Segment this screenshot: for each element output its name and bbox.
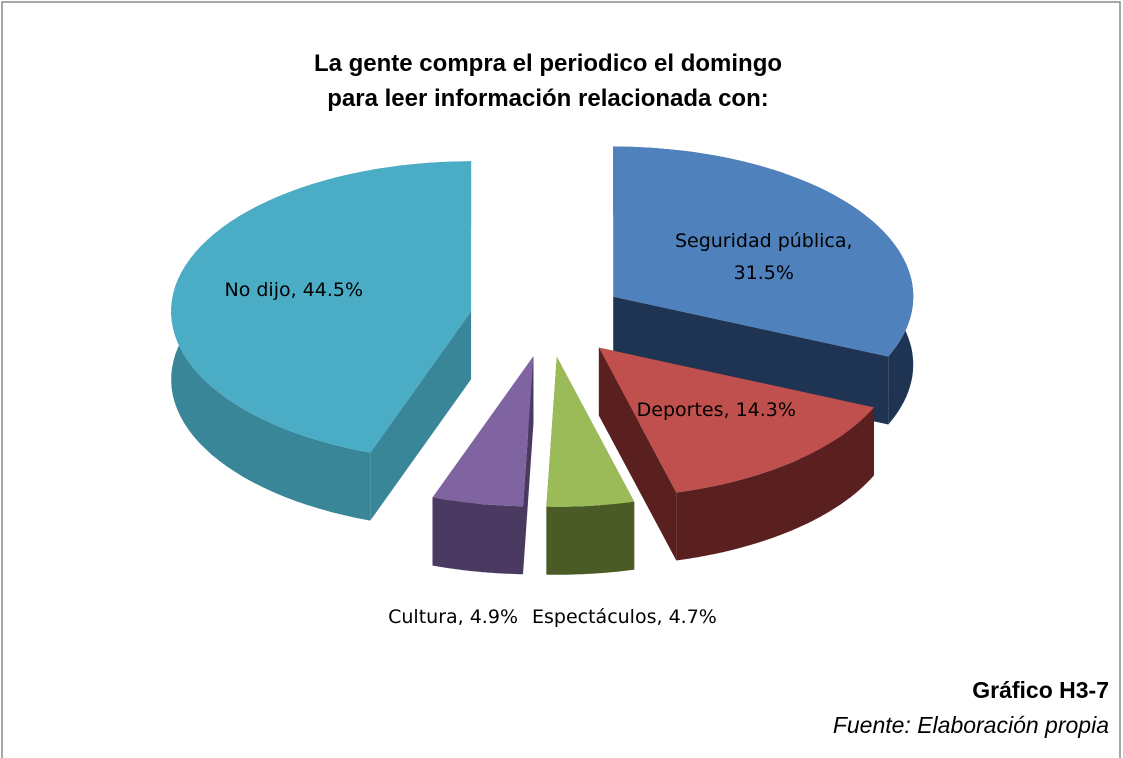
slice-top (598, 347, 874, 493)
slice-wall (432, 497, 523, 575)
slice-top (546, 356, 635, 507)
slice-wall (546, 501, 635, 575)
chart-title: para leer información relacionada con: (327, 85, 769, 112)
slice-top (432, 356, 534, 507)
slice-wall (676, 407, 874, 561)
source: Fuente: Elaboración propia (832, 712, 1109, 738)
slice-side (613, 296, 889, 425)
data-label: Seguridad pública, 31.5% (674, 230, 853, 285)
data-label: Espectáculos, 4.7% (532, 606, 717, 628)
data-label: Deportes, 14.3% (636, 398, 796, 421)
slice-top (171, 161, 472, 453)
caption: Gráfico H3-7 (972, 677, 1109, 703)
data-label: No dijo, 44.5% (224, 278, 364, 301)
slice-side (598, 347, 677, 561)
chart-title: La gente compra el periodico el domingo (313, 50, 783, 77)
slice-top (613, 146, 914, 357)
data-label: Cultura, 4.9% (388, 606, 518, 628)
slice-side (370, 311, 472, 521)
